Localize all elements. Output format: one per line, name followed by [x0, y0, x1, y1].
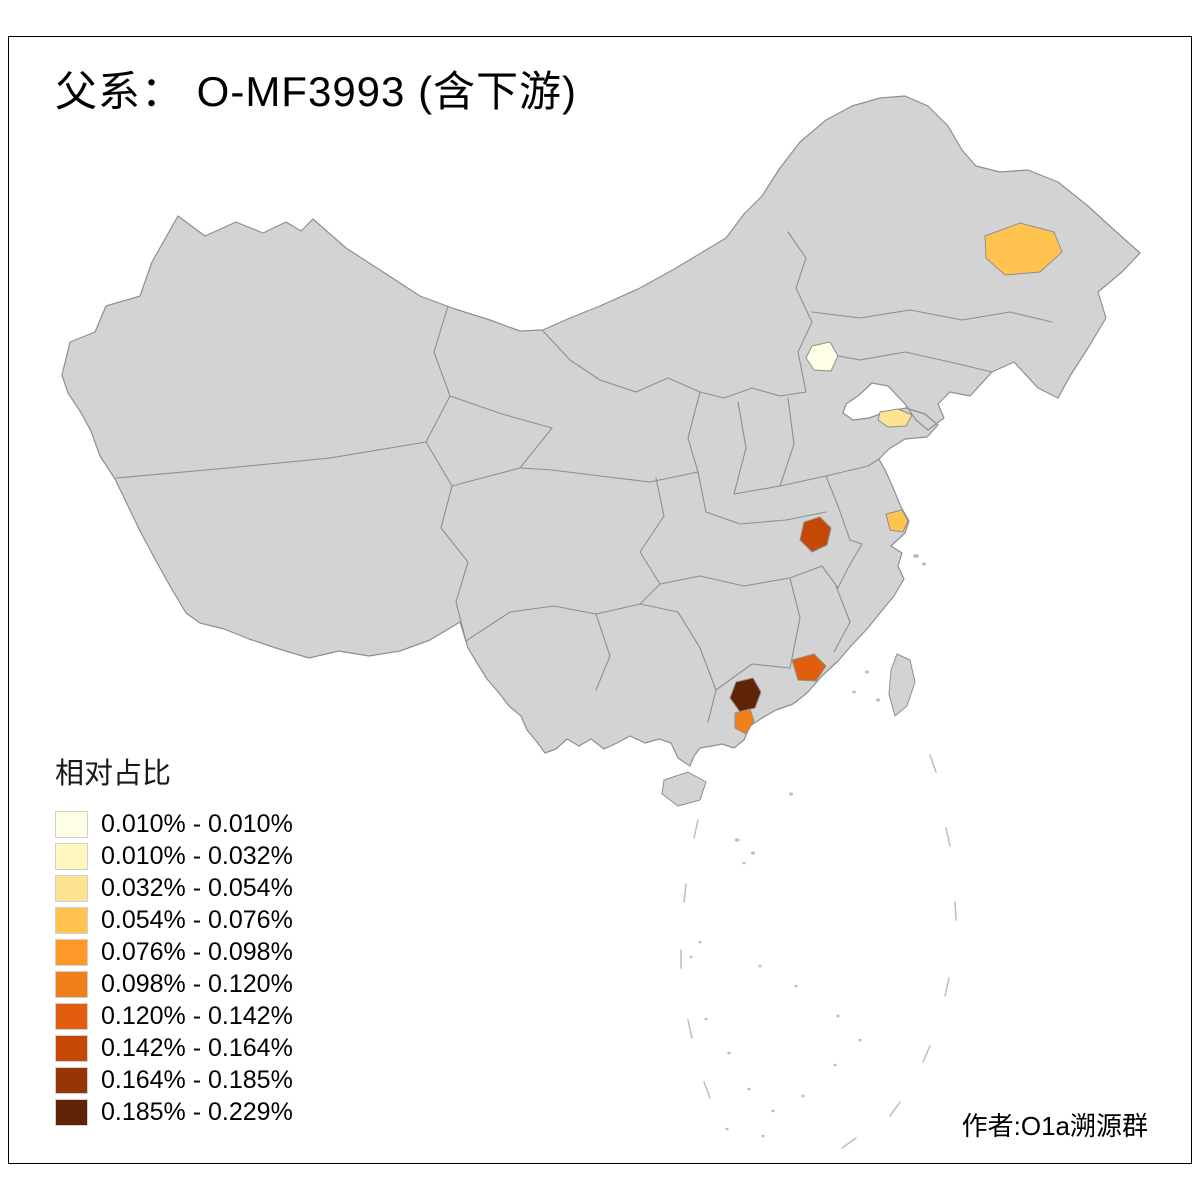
china-mainland-outline	[61, 95, 1141, 767]
legend-label: 0.164% - 0.185%	[101, 1065, 293, 1094]
legend-item: 0.010% - 0.032%	[55, 840, 293, 872]
legend-label: 0.032% - 0.054%	[101, 873, 293, 902]
legend-label: 0.098% - 0.120%	[101, 969, 293, 998]
legend-swatch	[55, 1066, 88, 1094]
region-south-guangdong	[734, 708, 755, 735]
legend-swatch	[55, 874, 88, 902]
legend: 相对占比 0.010% - 0.010% 0.010% - 0.032% 0.0…	[55, 750, 293, 1128]
legend-item: 0.032% - 0.054%	[55, 872, 293, 904]
legend-label: 0.076% - 0.098%	[101, 937, 293, 966]
highlighted-regions	[729, 222, 1063, 735]
taiwan-island	[888, 653, 916, 717]
islands	[661, 554, 957, 1149]
legend-label: 0.120% - 0.142%	[101, 1001, 293, 1030]
small-islands	[689, 554, 926, 1138]
region-anhui	[799, 516, 832, 553]
legend-swatch	[55, 810, 88, 838]
legend-swatch	[55, 842, 88, 870]
province-borders	[115, 231, 1053, 723]
plot-border	[8, 36, 1192, 1164]
legend-item: 0.120% - 0.142%	[55, 1000, 293, 1032]
region-shanghai	[885, 509, 909, 533]
region-pearl-delta	[729, 677, 762, 713]
region-east-guangdong	[791, 653, 827, 682]
legend-title: 相对占比	[55, 758, 172, 790]
legend-item: 0.164% - 0.185%	[55, 1064, 293, 1096]
region-northeast-prefecture	[984, 222, 1063, 276]
legend-label: 0.185% - 0.229%	[101, 1097, 293, 1126]
legend-item: 0.010% - 0.010%	[55, 808, 293, 840]
region-beijing	[805, 341, 839, 372]
legend-label: 0.010% - 0.010%	[101, 809, 293, 838]
legend-swatch	[55, 906, 88, 934]
legend-item: 0.076% - 0.098%	[55, 936, 293, 968]
author-credit: 作者:O1a溯源群	[961, 1111, 1148, 1141]
legend-swatch	[55, 970, 88, 998]
legend-label: 0.142% - 0.164%	[101, 1033, 293, 1062]
legend-item: 0.142% - 0.164%	[55, 1032, 293, 1064]
legend-swatch	[55, 1002, 88, 1030]
legend-label: 0.054% - 0.076%	[101, 905, 293, 934]
legend-item: 0.098% - 0.120%	[55, 968, 293, 1000]
map-title: 父系： O-MF3993 (含下游)	[55, 68, 578, 115]
region-shandong	[877, 408, 913, 428]
sea-boundary-dashes	[680, 754, 957, 1149]
hainan-island	[661, 771, 707, 807]
legend-swatch	[55, 938, 88, 966]
legend-item: 0.054% - 0.076%	[55, 904, 293, 936]
legend-swatch	[55, 1034, 88, 1062]
legend-swatch	[55, 1098, 88, 1126]
legend-label: 0.010% - 0.032%	[101, 841, 293, 870]
legend-item: 0.185% - 0.229%	[55, 1096, 293, 1128]
